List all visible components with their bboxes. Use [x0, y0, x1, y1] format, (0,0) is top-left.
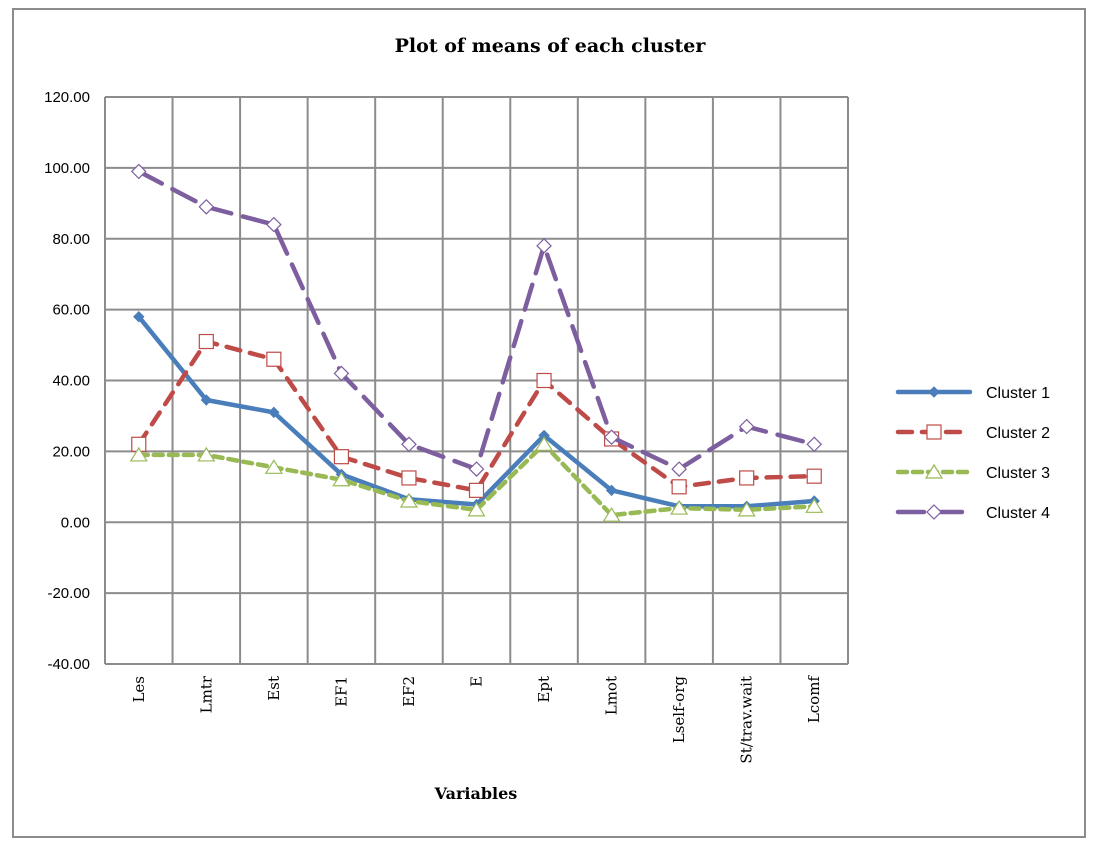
series-cluster-4 — [130, 163, 823, 477]
data-point-marker — [197, 446, 216, 462]
chart-title: Plot of means of each cluster — [395, 35, 707, 57]
data-point-marker — [333, 365, 350, 382]
data-point-marker — [468, 461, 485, 477]
y-tick-label: 20.00 — [52, 443, 90, 460]
data-point-marker — [268, 406, 280, 419]
data-point-marker — [926, 504, 942, 520]
data-point-marker — [399, 492, 419, 508]
data-point-marker — [671, 479, 687, 495]
data-point-marker — [805, 498, 824, 513]
data-point-marker — [467, 501, 486, 517]
data-point-marker — [401, 470, 417, 486]
data-point-marker — [534, 436, 554, 451]
legend-label: Cluster 3 — [986, 465, 1050, 482]
y-tick-label: -40.00 — [47, 656, 90, 673]
data-point-marker — [130, 163, 147, 180]
legend: Cluster 1 Cluster 2 Cluster 3 Cluster 4 — [895, 385, 1050, 522]
y-tick-label: 120.00 — [44, 89, 90, 106]
data-point-marker — [739, 470, 755, 486]
series-line — [136, 339, 817, 493]
data-point-marker — [129, 446, 148, 462]
chart-frame — [12, 8, 1086, 838]
legend-label: Cluster 2 — [986, 425, 1050, 442]
y-axis-ticks: 120.00 100.00 80.00 60.00 40.00 20.00 0.00 -20.… — [44, 89, 90, 673]
data-point-marker — [264, 459, 283, 474]
x-axis-ticks: Les Lmtr Est EF1 EF2 E Ept Lmot Lself-org St/trav… — [130, 675, 823, 764]
data-point-marker — [926, 424, 942, 440]
x-axis-title: Variables — [434, 784, 518, 803]
data-point-marker — [670, 499, 689, 515]
y-tick-label: -20.00 — [47, 585, 90, 602]
x-tick-label: Est — [265, 676, 283, 701]
y-tick-label: 100.00 — [44, 160, 90, 177]
series-layer — [129, 163, 824, 522]
x-tick-label: Ept — [535, 676, 553, 703]
legend-label: Cluster 4 — [986, 505, 1050, 522]
series-cluster-1 — [133, 311, 820, 513]
data-point-marker — [928, 386, 940, 398]
x-tick-label: Lmot — [603, 676, 621, 715]
data-point-marker — [266, 351, 282, 367]
data-point-marker — [536, 372, 552, 389]
data-point-marker — [536, 237, 552, 254]
y-tick-label: 0.00 — [61, 514, 90, 531]
x-tick-label: Lcomf — [805, 675, 823, 724]
legend-item: Cluster 3 — [895, 463, 1050, 482]
data-point-marker — [468, 482, 485, 498]
x-tick-label: Les — [130, 676, 148, 703]
data-point-marker — [333, 449, 350, 465]
data-point-marker — [198, 199, 215, 215]
legend-label: Cluster 1 — [986, 385, 1050, 402]
data-point-marker — [401, 436, 417, 453]
data-point-marker — [806, 468, 822, 484]
y-tick-label: 60.00 — [52, 302, 90, 319]
data-point-marker — [332, 471, 351, 487]
data-point-marker — [605, 484, 618, 497]
y-tick-label: 80.00 — [52, 231, 90, 248]
data-point-marker — [737, 501, 756, 517]
legend-item: Cluster 2 — [895, 424, 1050, 442]
data-point-marker — [133, 311, 145, 323]
data-point-marker — [198, 333, 214, 350]
x-tick-label: Lself-org — [670, 676, 688, 744]
data-point-marker — [806, 436, 823, 453]
data-point-marker — [602, 507, 621, 522]
x-tick-label: EF2 — [400, 676, 418, 707]
legend-item: Cluster 1 — [895, 385, 1050, 402]
data-point-marker — [200, 394, 213, 406]
data-point-marker — [738, 418, 755, 435]
grid — [104, 96, 849, 665]
x-tick-label: E — [468, 676, 486, 687]
x-tick-label: EF1 — [332, 676, 350, 707]
data-point-marker — [603, 429, 620, 446]
series-cluster-3 — [129, 436, 824, 522]
y-tick-label: 40.00 — [52, 373, 90, 390]
data-point-marker — [266, 216, 282, 233]
x-tick-label: Lmtr — [197, 675, 215, 713]
data-point-marker — [671, 461, 687, 477]
x-tick-label: St/trav.wait — [738, 676, 756, 764]
data-point-marker — [924, 463, 944, 479]
legend-item: Cluster 4 — [895, 504, 1050, 522]
